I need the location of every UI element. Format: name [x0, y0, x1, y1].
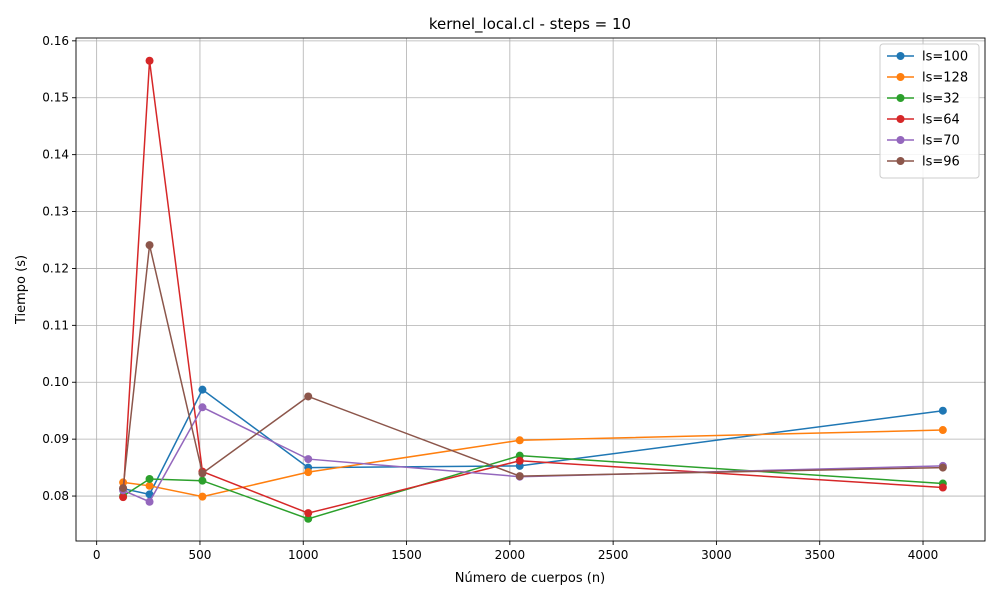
y-tick-label: 0.11 — [42, 318, 69, 332]
legend-label: ls=64 — [922, 113, 960, 128]
y-tick-label: 0.16 — [42, 34, 69, 48]
series-ls-70 — [119, 403, 947, 506]
data-point — [304, 468, 313, 477]
x-tick-label: 1500 — [391, 548, 422, 562]
data-point — [119, 484, 128, 493]
data-point — [304, 392, 313, 401]
x-axis-label: Número de cuerpos (n) — [455, 571, 605, 586]
data-point — [304, 455, 313, 464]
legend-swatch-marker — [896, 52, 905, 60]
x-tick-label: 2000 — [495, 548, 526, 562]
x-tick-label: 3000 — [701, 548, 732, 562]
x-tick-label: 4000 — [908, 548, 939, 562]
series-layer — [119, 56, 947, 523]
legend-label: ls=100 — [922, 50, 968, 65]
x-tick-label: 0 — [93, 548, 101, 562]
data-point — [145, 56, 154, 65]
x-tick-label: 500 — [189, 548, 212, 562]
legend-entry: ls=64 — [887, 113, 960, 128]
legend-swatch-marker — [896, 73, 905, 81]
series-ls-64 — [119, 56, 947, 518]
x-tick-label: 1000 — [288, 548, 319, 562]
legend: ls=100 ls=128 ls=32 ls=64 ls=70 ls=96 — [879, 43, 980, 179]
legend-swatch-marker — [896, 136, 905, 144]
plot-frame — [75, 37, 986, 542]
chart-title: kernel_local.cl - steps = 10 — [429, 15, 631, 34]
y-tick-label: 0.15 — [42, 91, 69, 105]
legend-entry: ls=70 — [887, 134, 960, 149]
data-point — [938, 483, 947, 492]
legend-swatch-marker — [896, 157, 905, 165]
legend-entry: ls=100 — [887, 50, 968, 65]
ticks-layer: 0 500 1000 1500 2000 2500 3000 3500 4000 0.08 0.09… — [42, 34, 938, 562]
series-line — [122, 388, 943, 496]
y-tick-label: 0.10 — [42, 375, 69, 389]
data-point — [198, 476, 207, 485]
data-point — [515, 472, 524, 481]
data-point — [198, 403, 207, 412]
data-point — [145, 497, 154, 506]
data-point — [304, 509, 313, 518]
y-axis-label: Tiempo (s) — [14, 255, 29, 325]
data-point — [304, 514, 313, 523]
data-point — [515, 456, 524, 465]
series-ls-128 — [119, 426, 947, 501]
series-line — [122, 244, 943, 489]
data-point — [145, 481, 154, 490]
data-point — [198, 385, 207, 394]
legend-label: ls=96 — [922, 155, 960, 170]
legend-entry: ls=32 — [887, 92, 960, 107]
series-ls-96 — [119, 241, 947, 493]
data-point — [198, 492, 207, 501]
legend-entry: ls=96 — [887, 155, 960, 170]
grid-layer — [76, 38, 985, 541]
x-tick-label: 2500 — [598, 548, 629, 562]
data-point — [145, 474, 154, 483]
data-point — [145, 241, 154, 250]
data-point — [119, 493, 128, 502]
legend-label: ls=32 — [922, 92, 960, 107]
data-point — [938, 406, 947, 415]
data-point — [938, 426, 947, 435]
series-line — [123, 429, 943, 498]
y-tick-label: 0.14 — [42, 148, 69, 162]
legend-entry: ls=128 — [887, 71, 968, 86]
x-tick-label: 3500 — [804, 548, 835, 562]
legend-swatch-marker — [896, 94, 905, 102]
series-line — [122, 60, 943, 514]
data-point — [145, 490, 154, 499]
legend-swatch-marker — [896, 115, 905, 123]
legend-label: ls=70 — [922, 134, 960, 149]
y-tick-label: 0.09 — [42, 432, 69, 446]
series-ls-100 — [119, 385, 947, 499]
data-point — [515, 436, 524, 445]
data-point — [198, 469, 207, 478]
y-tick-label: 0.08 — [42, 489, 69, 503]
y-tick-label: 0.13 — [42, 205, 69, 219]
y-tick-label: 0.12 — [42, 261, 69, 275]
series-line — [122, 454, 943, 520]
legend-label: ls=128 — [922, 71, 968, 86]
data-point — [938, 463, 947, 472]
